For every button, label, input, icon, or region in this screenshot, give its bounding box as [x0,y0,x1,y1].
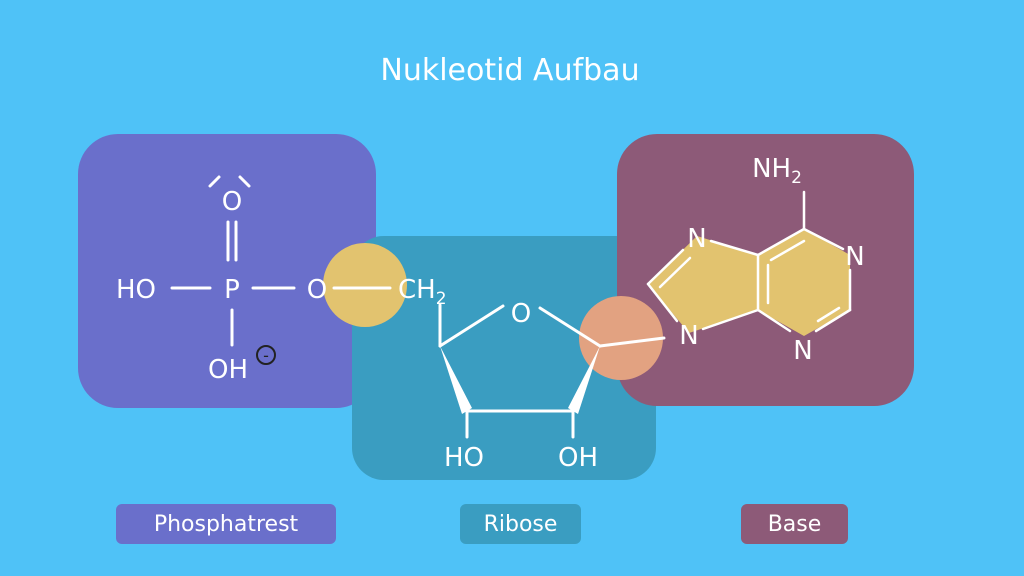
phosphorus-atom: P [224,275,240,305]
label-phosphatrest: Phosphatrest [116,504,336,544]
label-base: Base [741,504,848,544]
bond-c4-o [438,304,505,348]
glycosidic-bond [598,336,666,348]
imidazole-ring-fill [648,236,758,333]
ribose-box [352,236,656,480]
adenine-n1: N [845,242,864,272]
bond-o-c1 [538,306,602,348]
ribose-ring [438,303,666,439]
phosphate-hydroxyl-bottom: OH [208,355,248,385]
phosphate-group-box [78,134,376,408]
bond-n3-c4 [756,308,792,333]
bond-n9-c4 [701,308,760,331]
bond-c8-n9 [646,282,679,323]
nh2-label: NH [752,154,791,184]
ribose-hydroxyl-left: HO [444,443,484,473]
bond-c2-n3 [814,308,852,333]
lone-pair-left [208,175,221,188]
bond-c6-n1 [802,227,845,251]
ch2-label: CH [398,275,436,305]
wedge-bond-left [440,346,472,414]
ribose-hydroxyl-right: OH [558,443,598,473]
negative-charge: - [263,346,269,365]
wedge-bond-right [568,346,600,414]
ribose-ring-oxygen: O [511,299,531,329]
negative-charge-symbol: - [256,345,276,365]
adenine-n3: N [793,336,812,366]
phosphate-structure [170,175,392,347]
bond-n7-c8 [646,248,685,286]
adenine-n9: N [679,321,698,351]
adenine-n7: N [687,224,706,254]
diagram-title: Nukleotid Aufbau [380,53,639,88]
phosphate-oxygen-top: O [222,187,242,217]
nh2-subscript: 2 [791,168,802,188]
pyrimidine-ring-fill [758,229,850,336]
adenine-structure [646,190,852,333]
label-ribose: Ribose [460,504,581,544]
lone-pair-right [238,175,251,188]
ch2-group: CH2 [398,275,447,309]
glycosidic-bond-highlight [579,296,663,380]
double-bond-inner-1 [769,239,806,262]
bond-n7-c8-double [658,256,692,289]
bond-c5-n7 [709,239,760,257]
double-bond-inner-2 [816,306,841,323]
ester-oxygen: O [307,275,327,305]
ch2-subscript: 2 [436,289,447,309]
bond-c5-c6 [756,227,806,257]
ester-bond-highlight [323,243,407,327]
phosphate-hydroxyl-left: HO [116,275,156,305]
nh2-group: NH2 [752,154,802,188]
